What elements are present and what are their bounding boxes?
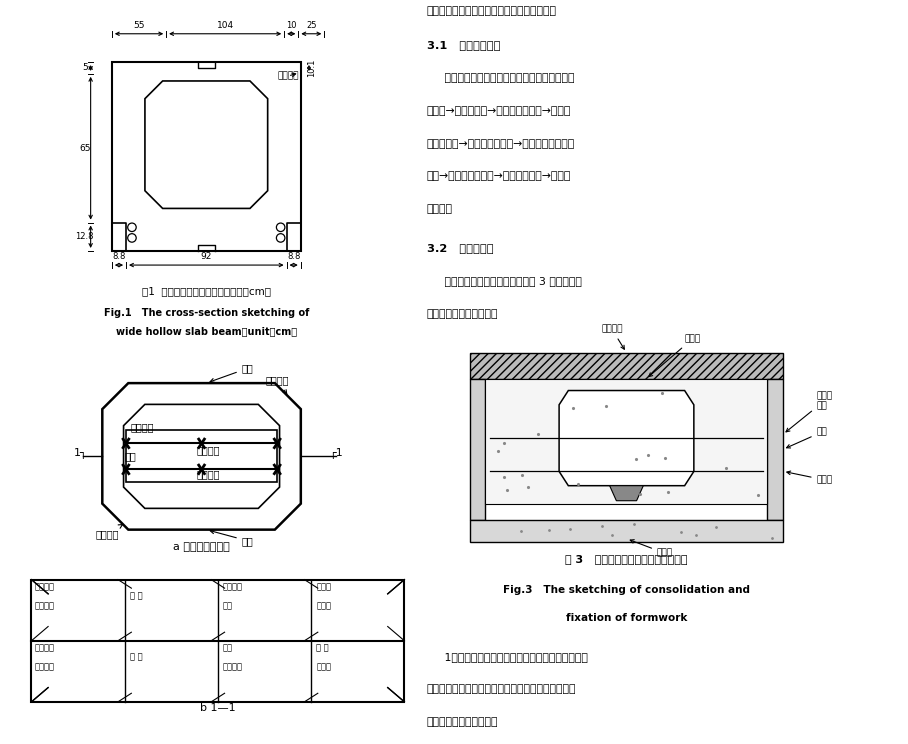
Text: 3.1   施工工艺流程: 3.1 施工工艺流程: [427, 40, 500, 51]
Text: 螺栓: 螺栓: [223, 601, 233, 610]
Text: 8.8: 8.8: [113, 251, 125, 261]
Text: 钢筋骨架，厂拌或现拌混凝土；折叠式钢芯模板、上: 钢筋骨架，厂拌或现拌混凝土；折叠式钢芯模板、上: [427, 684, 577, 694]
Polygon shape: [470, 353, 783, 379]
Text: 下块芯模: 下块芯模: [95, 525, 123, 539]
Text: 芯模肋板: 芯模肋板: [223, 583, 243, 591]
Text: 定栓孔: 定栓孔: [316, 601, 331, 610]
Text: 上块芯模: 上块芯模: [265, 375, 289, 394]
Text: 1）前序工序：底模台座、侧模板、端模板；成型: 1）前序工序：底模台座、侧模板、端模板；成型: [427, 652, 587, 661]
Text: 5: 5: [82, 63, 87, 72]
Text: Fig.1   The cross-section sketching of: Fig.1 The cross-section sketching of: [104, 307, 309, 318]
Text: 的拼装、固定和拆除及与之相关的前后工序。: 的拼装、固定和拆除及与之相关的前后工序。: [427, 6, 557, 16]
Text: 55: 55: [133, 21, 144, 30]
Text: b 1—1: b 1—1: [200, 703, 236, 713]
Text: 螺 栓: 螺 栓: [130, 652, 143, 661]
Polygon shape: [470, 379, 486, 519]
Text: 10.1: 10.1: [307, 59, 316, 77]
Text: 固定支撑: 固定支撑: [197, 445, 221, 455]
Polygon shape: [470, 519, 783, 542]
Text: 螺栓: 螺栓: [223, 644, 233, 652]
Text: 活动支撑: 活动支撑: [131, 423, 154, 432]
Text: 活动螺栓: 活动螺栓: [197, 469, 221, 480]
Text: 65: 65: [79, 144, 91, 153]
Text: Fig.3   The sketching of consolidation and: Fig.3 The sketching of consolidation and: [503, 585, 750, 594]
Text: 1┐: 1┐: [74, 449, 88, 459]
Text: 钢芯模板体系的施工工艺流程如下：安装侧模: 钢芯模板体系的施工工艺流程如下：安装侧模: [427, 73, 574, 83]
Text: 活动支撑: 活动支撑: [35, 644, 54, 652]
Polygon shape: [609, 486, 643, 501]
Text: 板保养。: 板保养。: [427, 204, 453, 214]
Text: wide hollow slab beam（unit；cm）: wide hollow slab beam（unit；cm）: [115, 327, 297, 336]
Text: 铰链: 铰链: [210, 363, 253, 382]
Text: 折叠式钢芯模板的固定措施如图 3 所示，拼装: 折叠式钢芯模板的固定措施如图 3 所示，拼装: [427, 276, 582, 286]
Text: 工序主要包括以下步骤。: 工序主要包括以下步骤。: [427, 309, 498, 318]
Text: 10: 10: [286, 21, 297, 30]
Text: 临时固: 临时固: [316, 583, 331, 591]
Text: 混凝土
底座: 混凝土 底座: [786, 391, 833, 432]
Text: 铰链: 铰链: [210, 530, 253, 546]
Text: 固定支撑: 固定支撑: [35, 662, 54, 671]
Text: 图1  宽幅空心板梁断面示意（单位：cm）: 图1 宽幅空心板梁断面示意（单位：cm）: [142, 286, 271, 296]
Text: 3.2   拼装与固定: 3.2 拼装与固定: [427, 243, 493, 253]
Text: 定位板: 定位板: [648, 335, 700, 376]
Text: 对拉杆: 对拉杆: [787, 471, 833, 484]
Text: fixation of formwork: fixation of formwork: [566, 613, 687, 623]
Text: 牵引孔: 牵引孔: [316, 662, 331, 671]
Text: 螺 栓: 螺 栓: [130, 591, 143, 600]
Text: 活动支撑: 活动支撑: [35, 601, 54, 610]
Polygon shape: [767, 379, 783, 519]
Text: 侧模: 侧模: [786, 428, 827, 448]
Text: 边板悬臂: 边板悬臂: [277, 71, 299, 80]
Text: ┌1: ┌1: [330, 449, 343, 459]
Polygon shape: [559, 391, 694, 486]
Text: 部定位梁、下部定位筋。: 部定位梁、下部定位筋。: [427, 717, 498, 727]
Text: 定位筋: 定位筋: [630, 539, 673, 558]
Text: 芯模肋板: 芯模肋板: [223, 662, 243, 671]
Text: a 折叠式模板构造: a 折叠式模板构造: [173, 542, 230, 552]
Text: 92: 92: [201, 251, 212, 261]
Text: 板拼接安装→安装梁顶定位件→浇筑腹板、顶板混: 板拼接安装→安装梁顶定位件→浇筑腹板、顶板混: [427, 138, 575, 149]
Text: 104: 104: [217, 21, 233, 30]
Text: 25: 25: [306, 21, 317, 30]
Text: 定位横梁: 定位横梁: [601, 325, 625, 349]
Text: 固定支撑: 固定支撑: [35, 583, 54, 591]
Text: 及端模→焊接定位筋→浇筑底板混凝土→钢芯模: 及端模→焊接定位筋→浇筑底板混凝土→钢芯模: [427, 106, 571, 116]
Polygon shape: [486, 379, 767, 504]
Text: 12.8: 12.8: [75, 232, 94, 241]
Text: 拉杆: 拉杆: [124, 451, 136, 461]
Text: 拉 杆: 拉 杆: [316, 644, 329, 652]
Text: 凝土→拆除顶部固定件→拆除钢芯模板→钢芯模: 凝土→拆除顶部固定件→拆除钢芯模板→钢芯模: [427, 171, 571, 182]
Text: 8.8: 8.8: [287, 251, 301, 261]
Text: 图 3   模板工程拼装与固定横断面示意: 图 3 模板工程拼装与固定横断面示意: [565, 554, 687, 563]
